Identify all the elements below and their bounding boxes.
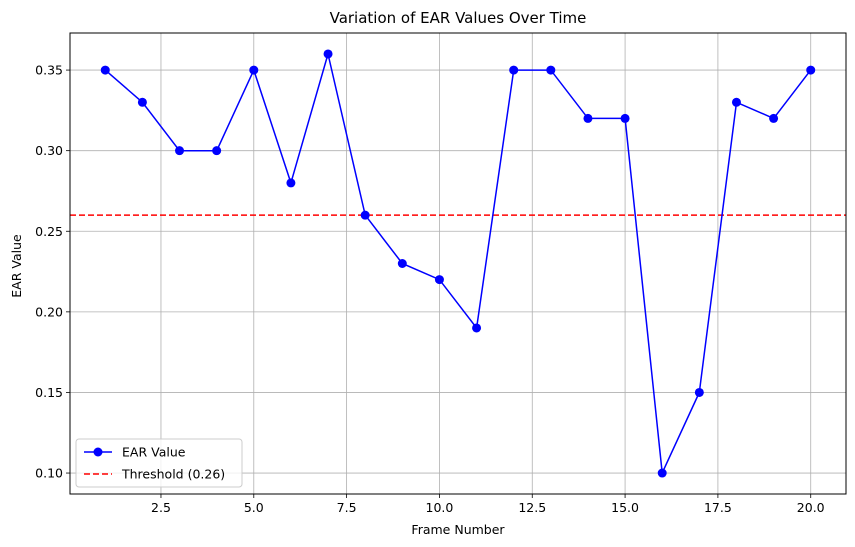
ear-data-point <box>806 65 816 75</box>
y-tick-label: 0.20 <box>35 304 63 319</box>
ear-data-point <box>434 275 444 285</box>
ear-data-point <box>137 97 147 107</box>
x-tick-label: 10.0 <box>426 500 454 515</box>
legend-threshold-label: Threshold (0.26) <box>121 467 225 482</box>
axis-ticks: 2.5 5.0 7.5 10.0 12.5 15.0 17.5 20.0 0.10 0.15 0.2… <box>35 63 825 515</box>
y-tick-label: 0.30 <box>35 143 63 158</box>
grid-lines <box>70 33 846 494</box>
ear-data-point <box>694 387 704 397</box>
ear-data-point <box>546 65 556 75</box>
y-tick-label: 0.35 <box>35 63 63 78</box>
x-tick-label: 20.0 <box>797 500 825 515</box>
x-tick-label: 2.5 <box>151 500 171 515</box>
y-tick-label: 0.15 <box>35 385 63 400</box>
ear-data-point <box>360 210 370 220</box>
x-tick-label: 7.5 <box>337 500 357 515</box>
plot-frame <box>69 32 847 495</box>
ear-data-point <box>175 146 185 156</box>
x-tick-label: 17.5 <box>704 500 732 515</box>
chart-title: Variation of EAR Values Over Time <box>330 9 587 27</box>
ear-data-point <box>286 178 296 188</box>
ear-series-line <box>104 51 812 476</box>
ear-data-point <box>731 97 741 107</box>
y-axis-title: EAR Value <box>9 234 24 298</box>
ear-data-point <box>509 65 519 75</box>
ear-data-point <box>620 113 630 123</box>
legend-ear-label: EAR Value <box>122 445 186 460</box>
ear-data-point <box>212 146 222 156</box>
ear-data-point <box>249 65 259 75</box>
ear-data-point <box>397 259 407 268</box>
x-tick-label: 12.5 <box>518 500 546 515</box>
ear-data-point <box>769 113 779 123</box>
legend-ear-marker-swatch <box>93 447 103 457</box>
x-tick-label: 5.0 <box>244 500 264 515</box>
ear-data-point <box>472 323 482 333</box>
x-axis-title: Frame Number <box>411 522 505 537</box>
ear-data-point <box>323 49 333 59</box>
x-tick-label: 15.0 <box>611 500 639 515</box>
y-tick-label: 0.25 <box>35 224 63 239</box>
y-tick-label: 0.10 <box>35 466 63 481</box>
ear-data-point <box>100 65 110 75</box>
ear-data-point <box>657 468 667 478</box>
legend: EAR Value Threshold (0.26) <box>75 438 243 488</box>
legend-box <box>75 438 243 488</box>
series-layer <box>100 49 816 478</box>
ear-data-point <box>583 113 593 123</box>
